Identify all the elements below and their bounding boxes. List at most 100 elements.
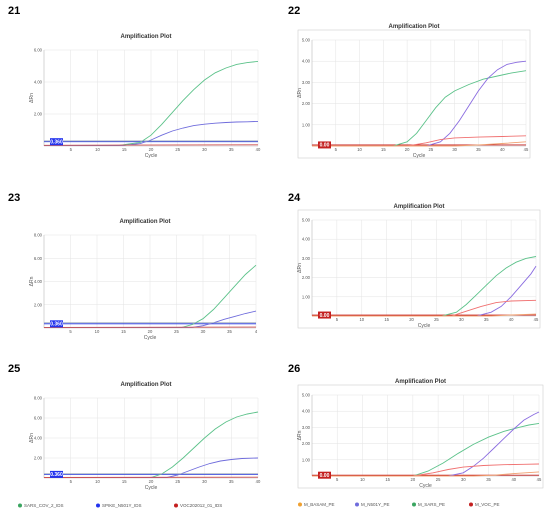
x-tick-label: 10 (95, 147, 100, 152)
panel-number: 23 (8, 192, 20, 204)
plot-frame (297, 29, 531, 159)
x-tick-label: 10 (359, 317, 364, 322)
y-tick-label: 3.00 (302, 80, 311, 85)
amplification-curve-3 (312, 463, 540, 477)
x-tick-label: 25 (434, 317, 439, 322)
y-tick-label: 8.00 (34, 396, 43, 401)
y-axis-label: ΔRn (29, 93, 35, 103)
amplification-curve-4 (312, 141, 527, 147)
amplification-curve-1 (312, 422, 540, 477)
plot-frame (297, 384, 544, 489)
threshold-label-box (50, 320, 63, 328)
amplification-curve-2 (312, 411, 540, 477)
y-axis-label: ΔRn (297, 88, 303, 98)
legend-marker (174, 503, 178, 508)
y-tick-label: 2.00 (34, 456, 43, 461)
plot-title: Amplification Plot (121, 382, 172, 388)
amplification-curve-1 (44, 264, 257, 328)
panel-number: 25 (8, 363, 20, 375)
x-tick-label: 15 (122, 147, 127, 152)
legend-marker (412, 502, 416, 507)
x-tick-label: 5 (335, 147, 338, 152)
y-tick-label: 2.00 (302, 441, 311, 446)
amplification-curve-1 (44, 411, 259, 478)
legend-label: M_SARS_PE (418, 502, 445, 507)
amplification-curve-2 (312, 265, 537, 317)
legend: SARS_COV_2_IDS SPIKE_N501Y_IDS VOC202012_0… (18, 503, 222, 508)
x-tick-label: 10 (360, 477, 365, 482)
legend-label: SARS_COV_2_IDS (24, 503, 64, 508)
x-tick-label: 20 (409, 317, 414, 322)
y-tick-label: 4.00 (302, 237, 311, 242)
panel-number: 22 (288, 5, 300, 17)
amplification-plot-panel-21: 21 Amplification Plot 5 10 15 20 25 30 35 40 2.00 4… (8, 5, 261, 159)
plot-title: Amplification Plot (394, 204, 445, 210)
y-tick-label: 6.00 (34, 256, 43, 261)
plot-title: Amplification Plot (121, 34, 172, 40)
threshold-label: 0.00 (320, 143, 330, 149)
x-tick-label: 35 (476, 147, 481, 152)
x-tick-label: 20 (149, 479, 154, 484)
threshold-label: 0.360 (50, 322, 63, 328)
threshold-label-box (50, 470, 63, 478)
amplification-curve-2 (44, 457, 259, 478)
x-tick-label: 40 (500, 147, 505, 152)
y-tick-label: 5.00 (302, 38, 311, 43)
plot-title: Amplification Plot (389, 24, 440, 30)
x-tick-label: 30 (461, 477, 466, 482)
x-tick-label: 40 (509, 317, 514, 322)
y-axis-label: ΔRn (29, 433, 35, 443)
legend-label: M_N501Y_PE (361, 502, 390, 507)
y-tick-label: 1.00 (302, 122, 311, 127)
x-tick-label: 15 (385, 477, 390, 482)
x-tick-label: 25 (436, 477, 441, 482)
legend-label: VOC202012_01_IDS (180, 503, 222, 508)
x-axis-label: Cycle (419, 483, 432, 489)
x-tick-label: 15 (122, 479, 127, 484)
x-tick-label: 15 (121, 329, 126, 334)
threshold-label: 0.00 (320, 473, 330, 479)
y-tick-label: 5.00 (302, 393, 311, 398)
legend-marker (18, 503, 22, 508)
legend-marker (298, 502, 302, 507)
y-tick-label: 4.00 (302, 59, 311, 64)
x-tick-label: 30 (201, 329, 206, 334)
x-tick-label: 40 (511, 477, 516, 482)
amplification-curve-4 (312, 471, 540, 477)
threshold-label: 0.00 (320, 313, 330, 319)
plot-title: Amplification Plot (395, 379, 446, 385)
y-tick-label: 2.00 (34, 112, 43, 117)
amplification-curve-3 (312, 299, 537, 317)
x-tick-label: 35 (484, 317, 489, 322)
x-tick-label: 25 (175, 147, 180, 152)
x-tick-label: 10 (95, 329, 100, 334)
x-tick-label: 20 (411, 477, 416, 482)
x-tick-label: 5 (69, 329, 72, 334)
x-tick-label: 15 (384, 317, 389, 322)
x-axis-label: Cycle (413, 153, 426, 159)
panel-number: 21 (8, 5, 20, 17)
x-tick-label: 20 (405, 147, 410, 152)
amplification-curve-2 (312, 60, 527, 147)
x-tick-label: 20 (148, 329, 153, 334)
x-tick-label: 35 (486, 477, 491, 482)
x-tick-label: 10 (95, 479, 100, 484)
threshold-label-box (318, 311, 331, 319)
y-tick-label: 2.00 (302, 101, 311, 106)
amplification-plot-panel-24: 24 Amplification Plot 5 10 15 20 25 30 35 40 45 1.0… (288, 192, 541, 329)
legend-marker (355, 502, 359, 507)
y-tick-label: 3.00 (302, 256, 311, 261)
threshold-label: 0.360 (50, 139, 63, 145)
x-axis-label: Cycle (145, 485, 158, 491)
x-tick-label: 45 (534, 317, 539, 322)
legend-label: SPIKE_N501Y_IDS (102, 503, 142, 508)
x-tick-label: 25 (175, 479, 180, 484)
x-tick-label: 30 (202, 147, 207, 152)
y-tick-label: 1.00 (302, 457, 311, 462)
y-tick-label: 4.00 (34, 279, 43, 284)
y-tick-label: 5.00 (302, 218, 311, 223)
amplification-curve-1 (312, 70, 527, 147)
x-tick-label: 5 (336, 317, 339, 322)
threshold-label-box (318, 471, 331, 479)
